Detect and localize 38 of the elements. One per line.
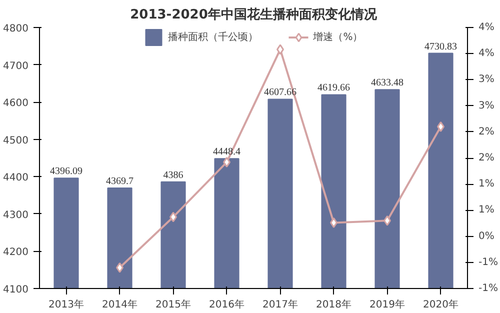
y-tick-label: 4200 (3, 247, 29, 258)
y2-tick-label: 1% (478, 178, 494, 190)
y2-tick-label: 2% (478, 152, 494, 164)
x-tick-label: 2016年 (209, 298, 244, 310)
x-tick-label: 2015年 (156, 298, 191, 310)
y2-tick-label: 3% (478, 100, 494, 112)
data-label: 4607.66 (264, 87, 296, 98)
data-label: 4369.7 (106, 176, 134, 187)
y-tick-label: 4400 (3, 172, 29, 184)
legend-label: 增速（%） (313, 30, 363, 44)
y2-tick-label: -1% (478, 283, 498, 294)
y2-tick-label: 2% (478, 126, 494, 138)
y2-tick-label: 3% (478, 74, 494, 86)
x-tick-label: 2017年 (262, 298, 298, 310)
y-tick-label: 4800 (3, 24, 29, 34)
data-label: 4396.09 (50, 166, 82, 178)
y2-tick-label: 0% (478, 230, 494, 242)
x-tick-label: 2020年 (423, 298, 458, 310)
x-tick-label: 2013年 (48, 298, 84, 310)
y-tick-label: 4600 (3, 98, 29, 110)
x-tick-label: 2018年 (316, 298, 352, 310)
y-tick-label: 4500 (3, 135, 29, 146)
x-tick-label: 2019年 (370, 298, 405, 310)
data-label: 4730.83 (424, 41, 457, 52)
data-label: 4386 (163, 170, 184, 181)
y-tick-label: 4100 (3, 284, 29, 296)
y2-tick-label: 4% (478, 48, 494, 60)
chart-title: 2013-2020年中国花生播种面积变化情况 (130, 6, 378, 22)
y-tick-label: 4300 (3, 210, 29, 221)
y2-tick-label: 1% (478, 204, 494, 216)
y-tick-label: 4700 (3, 60, 29, 72)
y2-tick-label: -1% (478, 256, 498, 268)
x-tick-label: 2014年 (102, 298, 138, 310)
y2-tick-label: 4% (478, 22, 494, 33)
legend-label: 播种面积（千公顷） (168, 30, 258, 44)
data-label: 4633.48 (371, 78, 404, 89)
data-label: 4619.66 (318, 82, 350, 94)
data-label: 4448.4 (213, 146, 240, 158)
